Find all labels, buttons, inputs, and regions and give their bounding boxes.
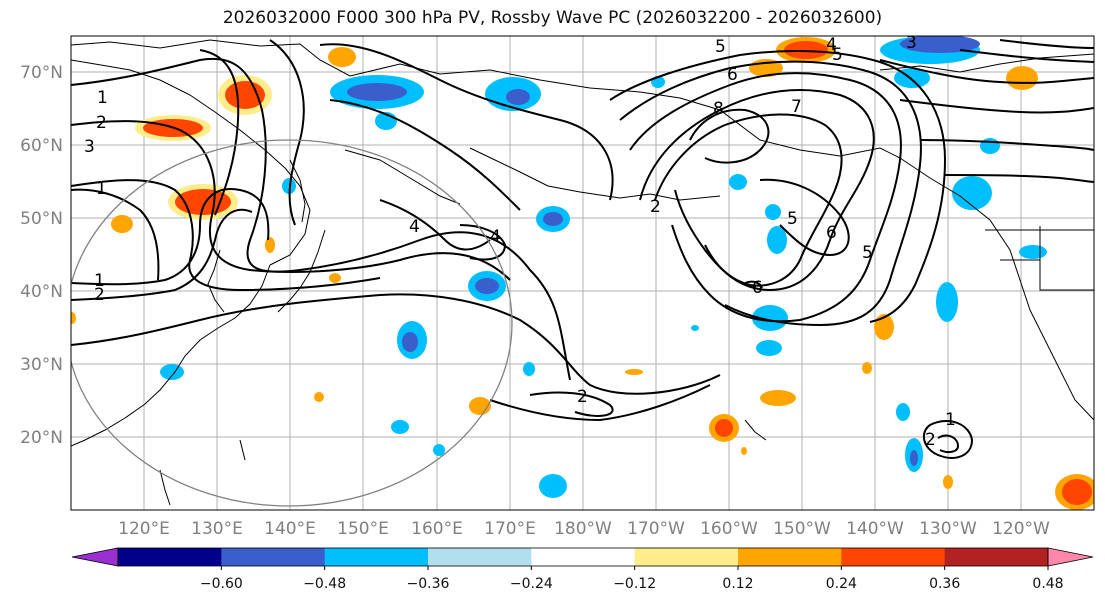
- lon-label: 160°W: [700, 519, 758, 539]
- lon-label: 120°W: [992, 519, 1050, 539]
- contour-label: 2: [577, 387, 588, 407]
- contour-label: 3: [906, 33, 917, 53]
- contour-label: 1: [97, 88, 108, 108]
- contour-label: 8: [713, 99, 724, 119]
- negative-anomaly-patches: [160, 36, 1047, 498]
- colorbar-segment: [428, 548, 532, 566]
- lon-label: 180°W: [554, 519, 612, 539]
- colorbar: −0.60 −0.48 −0.36 −0.24 −0.12 0.12 0.24 0.36 0.4…: [71, 547, 1094, 592]
- coastlines: [71, 39, 1094, 506]
- contour-label: 6: [752, 278, 763, 298]
- colorbar-tick-label: 0.12: [722, 576, 753, 592]
- colorbar-segment: [118, 548, 222, 566]
- lat-label: 60°N: [20, 136, 63, 156]
- contour-label: 2: [925, 430, 936, 450]
- longitude-labels: 120°E 130°E 140°E 150°E 160°E 170°E 180°…: [118, 519, 1050, 539]
- colorbar-extend-high: [1047, 547, 1094, 567]
- lat-label: 70°N: [20, 63, 63, 83]
- lon-label: 140°W: [846, 519, 904, 539]
- lon-label: 150°W: [773, 519, 831, 539]
- colorbar-tick-label: −0.36: [407, 576, 450, 592]
- lon-label: 170°E: [484, 519, 536, 539]
- lat-label: 20°N: [20, 428, 63, 448]
- colorbar-segment: [738, 548, 842, 566]
- contour-label: 6: [727, 65, 738, 85]
- contour-label: 1: [96, 179, 107, 199]
- latitude-labels: 70°N 60°N 50°N 40°N 30°N 20°N: [20, 63, 63, 448]
- contour-label: 5: [787, 209, 798, 229]
- lon-label: 130°E: [191, 519, 243, 539]
- contour-label: 2: [94, 285, 105, 305]
- contour-label: 4: [490, 227, 501, 247]
- lon-label: 140°E: [264, 519, 316, 539]
- map-border: [70, 35, 1095, 511]
- contour-label: 3: [84, 137, 95, 157]
- colorbar-tick-label: 0.48: [1032, 576, 1063, 592]
- lat-label: 30°N: [20, 355, 63, 375]
- contour-label: 5: [832, 45, 843, 65]
- contour-label: 4: [409, 217, 420, 237]
- contour-label: 1: [945, 410, 956, 430]
- colorbar-tick-label: −0.12: [613, 576, 656, 592]
- colorbar-segment: [944, 548, 1049, 566]
- contour-label: 2: [650, 197, 661, 217]
- colorbar-tick-label: 0.24: [826, 576, 857, 592]
- colorbar-tick-label: −0.48: [303, 576, 346, 592]
- contour-label: 7: [791, 97, 802, 117]
- contour-label: 5: [715, 37, 726, 57]
- gridlines: [71, 36, 1094, 510]
- contour-label: 2: [96, 113, 107, 133]
- pv-contours: [71, 39, 1094, 459]
- colorbar-segment: [221, 548, 326, 566]
- region-circle: [71, 139, 513, 507]
- colorbar-segment: [531, 548, 636, 566]
- colorbar-outline: [117, 547, 1049, 567]
- lat-label: 50°N: [20, 209, 63, 229]
- lat-label: 40°N: [20, 282, 63, 302]
- colorbar-tick-label: −0.24: [510, 576, 553, 592]
- lon-label: 170°W: [627, 519, 685, 539]
- colorbar-tick-label: 0.36: [929, 576, 960, 592]
- colorbar-segment: [634, 548, 739, 566]
- contour-label: 1: [94, 271, 105, 291]
- colorbar-extend-low: [71, 547, 119, 567]
- contour-label: 4: [826, 35, 837, 55]
- contour-labels: 1 2 3 1 2 1 4 2 4 5 6 7 8 5 6 6 5 4 5 2 …: [84, 33, 956, 450]
- colorbar-tick-label: −0.60: [200, 576, 243, 592]
- lon-label: 130°W: [919, 519, 977, 539]
- contour-label: 6: [826, 223, 837, 243]
- colorbar-segment: [324, 548, 429, 566]
- lon-label: 150°E: [337, 519, 389, 539]
- lon-label: 120°E: [118, 519, 170, 539]
- map-title: 2026032000 F000 300 hPa PV, Rossby Wave …: [222, 8, 883, 28]
- colorbar-segment: [841, 548, 946, 566]
- contour-label: 5: [862, 243, 873, 263]
- lon-label: 160°E: [411, 519, 463, 539]
